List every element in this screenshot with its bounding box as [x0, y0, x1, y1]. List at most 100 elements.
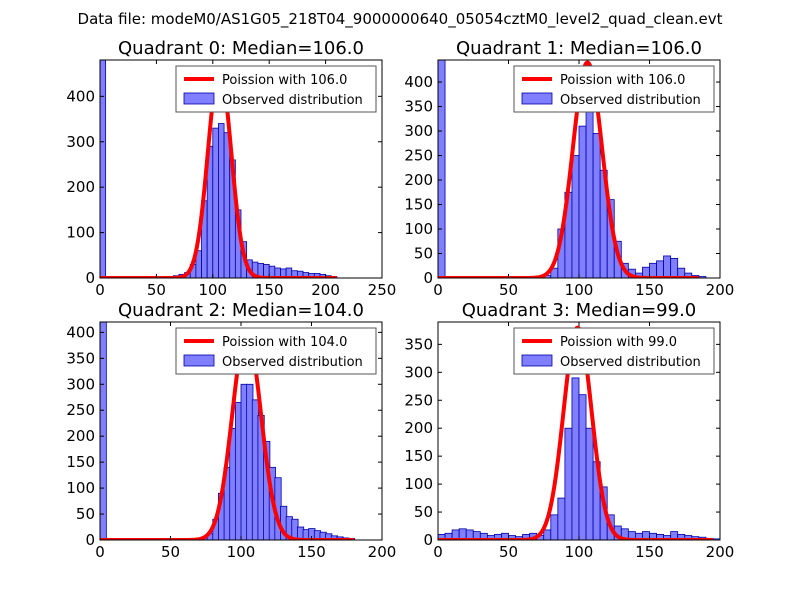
x-tick-label: 0	[95, 281, 105, 299]
x-tick-label: 100	[565, 281, 594, 299]
y-tick-label: 250	[404, 147, 433, 165]
x-tick-label: 50	[499, 543, 518, 561]
x-tick-label: 200	[311, 281, 340, 299]
y-tick-label: 300	[404, 122, 433, 140]
chart-title: Quadrant 3: Median=99.0	[462, 300, 697, 321]
y-tick-label: 0	[85, 269, 95, 287]
subplots: Quadrant 0: Median=106.00 50 100 150 200 2500…	[66, 38, 734, 561]
x-tick-label: 150	[635, 543, 664, 561]
y-tick-label: 50	[414, 503, 433, 521]
y-tick-label: 350	[404, 335, 433, 353]
histogram-bar	[100, 60, 107, 278]
quadrant-1-chart: Quadrant 1: Median=106.00 50 100 150 2000501…	[404, 38, 734, 299]
quadrant-0-chart: Quadrant 0: Median=106.0 0 50 100 150 200 250 0…	[66, 38, 396, 299]
y-tick-label: 300	[66, 133, 95, 151]
y-tick-label: 50	[414, 245, 433, 263]
x-tick-label: 150	[635, 281, 664, 299]
y-tick-label: 200	[404, 419, 433, 437]
legend-observed-label: Observed distribution	[222, 93, 363, 108]
histogram-bar	[557, 497, 566, 540]
y-tick-label: 250	[404, 391, 433, 409]
histogram-bar	[212, 127, 219, 278]
poisson-curve	[438, 60, 701, 278]
histogram-bar	[564, 427, 573, 540]
plot-area	[100, 322, 356, 540]
histogram-bar	[223, 132, 231, 278]
histogram-bar	[649, 262, 657, 278]
x-tick-label: 100	[227, 543, 256, 561]
histogram-bar	[550, 514, 559, 540]
y-tick-label: 0	[423, 531, 433, 549]
histogram-bar	[438, 60, 446, 278]
y-tick-label: 300	[404, 363, 433, 381]
y-tick-label: 150	[66, 453, 95, 471]
legend-poisson-label: Poission with 104.0	[222, 335, 347, 350]
y-tick-label: 250	[66, 401, 95, 419]
x-tick-label: 150	[255, 281, 284, 299]
x-tick-label: 200	[368, 543, 397, 561]
x-tick-label: 50	[147, 281, 166, 299]
plot-area	[438, 60, 707, 278]
legend-observed-swatch	[183, 92, 215, 105]
y-tick-label: 0	[85, 531, 95, 549]
x-tick-label: 200	[706, 543, 735, 561]
x-tick-label: 200	[706, 281, 735, 299]
y-tick-label: 100	[404, 220, 433, 238]
y-tick-label: 400	[66, 87, 95, 105]
legend-observed-swatch	[521, 354, 553, 367]
legend-poisson-label: Poission with 106.0	[222, 73, 347, 88]
chart-title: Quadrant 2: Median=104.0	[118, 300, 364, 321]
y-tick-label: 400	[66, 323, 95, 341]
y-tick-label: 400	[404, 73, 433, 91]
histogram-bar	[578, 125, 587, 278]
histogram-bar	[571, 155, 580, 278]
histogram-bar	[670, 258, 679, 278]
legend: Poission with 106.0 Observed distribution	[513, 65, 715, 113]
y-tick-label: 100	[66, 224, 95, 242]
histogram-bar	[656, 260, 664, 278]
y-tick-label: 100	[404, 475, 433, 493]
quadrant-2-chart: Quadrant 2: Median=104.0 0 50 100 150 200 0 50 1…	[66, 300, 396, 561]
y-tick-label: 0	[423, 269, 433, 287]
legend-observed-label: Observed distribution	[560, 93, 701, 108]
histogram-bar	[218, 123, 225, 278]
x-tick-label: 50	[499, 281, 518, 299]
chart-title: Quadrant 1: Median=106.0	[456, 38, 702, 59]
y-tick-label: 150	[404, 447, 433, 465]
histogram-bar	[663, 255, 672, 278]
y-tick-label: 100	[66, 479, 95, 497]
y-tick-label: 150	[404, 196, 433, 214]
chart-title: Quadrant 0: Median=106.0	[118, 38, 364, 59]
histogram-bar	[543, 529, 552, 540]
y-tick-label: 200	[66, 178, 95, 196]
legend: Poission with 99.0 Observed distribution	[513, 327, 715, 375]
y-tick-label: 350	[404, 98, 433, 116]
legend-observed-swatch	[521, 92, 553, 105]
legend: Poission with 106.0 Observed distribution	[175, 65, 377, 113]
x-tick-label: 0	[433, 281, 443, 299]
x-tick-label: 250	[368, 281, 397, 299]
suptitle: Data file: modeM0/AS1G05_218T04_90000006…	[78, 10, 723, 29]
histogram-bar	[100, 322, 107, 540]
legend: Poission with 104.0 Observed distribution	[175, 327, 377, 375]
histogram-bar	[585, 427, 594, 540]
histogram-bar	[585, 106, 594, 278]
y-tick-label: 200	[66, 427, 95, 445]
legend-observed-label: Observed distribution	[222, 355, 363, 370]
histogram-bar	[592, 133, 601, 278]
y-tick-label: 300	[66, 375, 95, 393]
y-tick-label: 50	[76, 505, 95, 523]
legend-observed-label: Observed distribution	[560, 355, 701, 370]
quadrant-3-chart: Quadrant 3: Median=99.0 0 50 100 150 200 0 50 10…	[404, 300, 734, 561]
x-tick-label: 100	[565, 543, 594, 561]
x-tick-label: 0	[433, 543, 443, 561]
axes-frame	[99, 59, 383, 279]
legend-box	[175, 327, 377, 375]
legend-observed-swatch	[183, 354, 215, 367]
legend-poisson-label: Poission with 106.0	[560, 73, 685, 88]
legend-poisson-label: Poission with 99.0	[560, 335, 677, 350]
x-tick-label: 100	[198, 281, 227, 299]
y-tick-label: 350	[66, 349, 95, 367]
y-tick-label: 200	[404, 171, 433, 189]
